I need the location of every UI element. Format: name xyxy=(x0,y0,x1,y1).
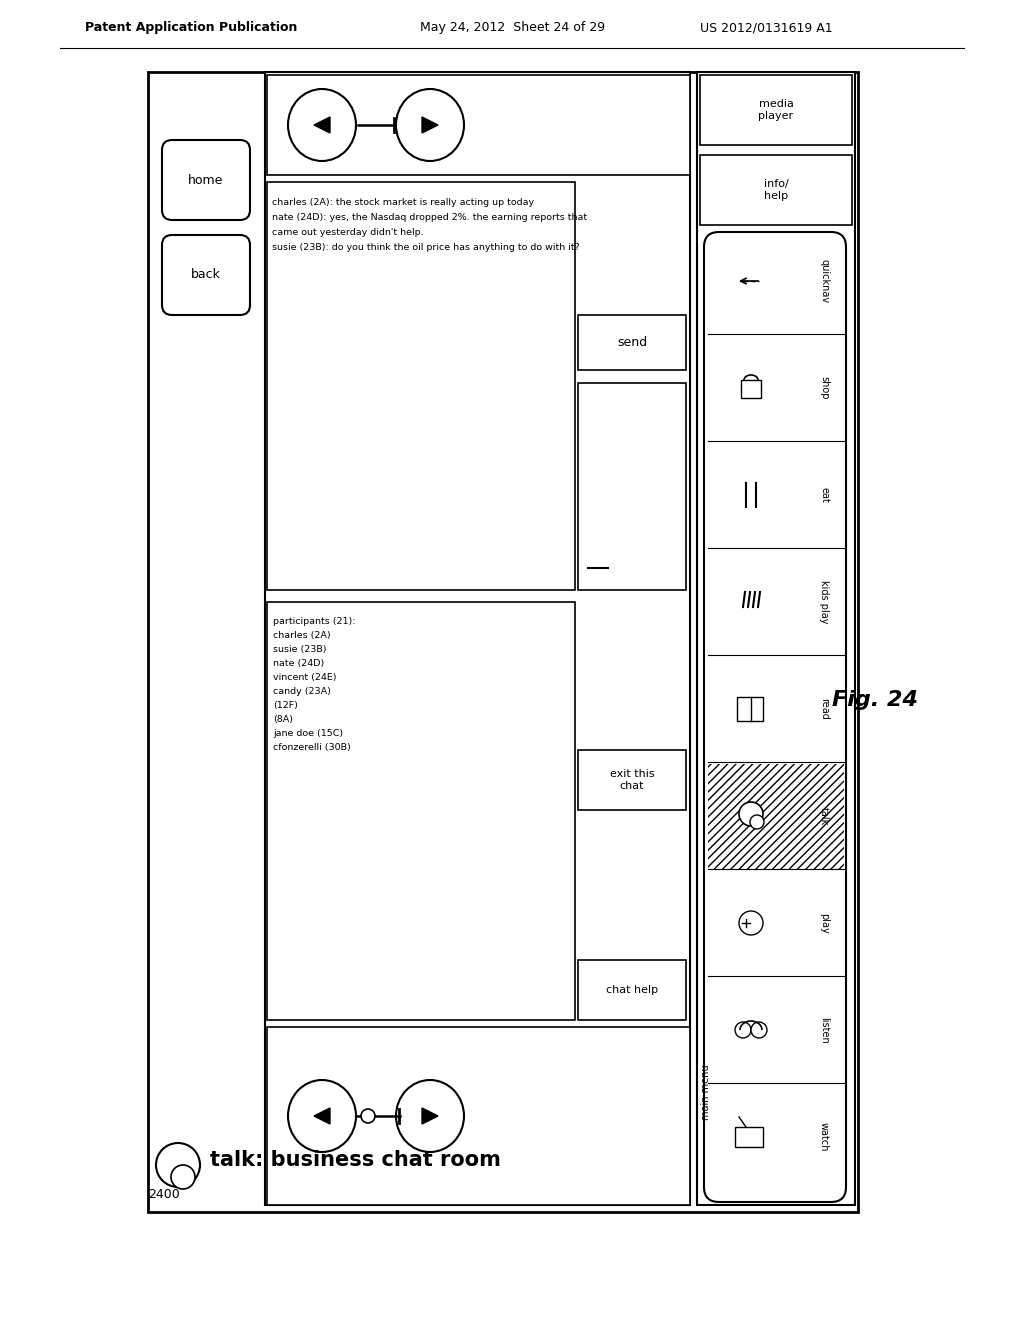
Text: nate (24D): nate (24D) xyxy=(273,659,325,668)
Bar xyxy=(267,182,575,590)
Circle shape xyxy=(735,1022,751,1038)
Text: came out yesterday didn't help.: came out yesterday didn't help. xyxy=(272,228,424,238)
Text: watch: watch xyxy=(819,1122,829,1152)
Text: susie (23B): susie (23B) xyxy=(273,645,327,653)
Bar xyxy=(578,750,686,810)
Bar xyxy=(737,697,763,721)
Polygon shape xyxy=(422,1107,438,1125)
Text: info/
help: info/ help xyxy=(764,180,788,201)
Text: candy (23A): candy (23A) xyxy=(273,686,331,696)
Text: participants (21):: participants (21): xyxy=(273,616,355,626)
Ellipse shape xyxy=(288,88,356,161)
Text: (12F): (12F) xyxy=(273,701,298,710)
Circle shape xyxy=(739,911,763,935)
Text: read: read xyxy=(819,698,829,719)
Text: shop: shop xyxy=(819,376,829,400)
Text: media
player: media player xyxy=(759,99,794,121)
Circle shape xyxy=(156,1143,200,1187)
Bar xyxy=(578,383,686,590)
Circle shape xyxy=(751,1022,767,1038)
Polygon shape xyxy=(422,117,438,133)
Text: play: play xyxy=(819,912,829,933)
Ellipse shape xyxy=(288,1080,356,1152)
Bar xyxy=(741,380,761,399)
Polygon shape xyxy=(314,1107,330,1125)
Text: cfonzerelli (30B): cfonzerelli (30B) xyxy=(273,743,351,752)
Text: susie (23B): do you think the oil price has anything to do with it?: susie (23B): do you think the oil price … xyxy=(272,243,580,252)
Bar xyxy=(267,602,575,1020)
Circle shape xyxy=(171,1166,195,1189)
Circle shape xyxy=(739,803,763,826)
Bar xyxy=(578,960,686,1020)
Text: May 24, 2012  Sheet 24 of 29: May 24, 2012 Sheet 24 of 29 xyxy=(420,21,605,34)
Text: kids play: kids play xyxy=(819,581,829,624)
Text: charles (2A): charles (2A) xyxy=(273,631,331,640)
Bar xyxy=(265,73,690,1205)
Text: back: back xyxy=(191,268,221,281)
Bar xyxy=(267,1027,690,1205)
Text: 2400: 2400 xyxy=(148,1188,180,1200)
Text: jane doe (15C): jane doe (15C) xyxy=(273,729,343,738)
Text: main menu: main menu xyxy=(701,1064,711,1119)
Text: vincent (24E): vincent (24E) xyxy=(273,673,337,682)
FancyBboxPatch shape xyxy=(162,140,250,220)
Text: (8A): (8A) xyxy=(273,715,293,723)
Bar xyxy=(700,75,852,145)
Text: nate (24D): yes, the Nasdaq dropped 2%. the earning reports that: nate (24D): yes, the Nasdaq dropped 2%. … xyxy=(272,213,587,222)
Bar xyxy=(267,75,690,176)
FancyBboxPatch shape xyxy=(162,235,250,315)
Text: chat help: chat help xyxy=(606,985,658,995)
Text: exit this
chat: exit this chat xyxy=(609,770,654,791)
Text: Patent Application Publication: Patent Application Publication xyxy=(85,21,297,34)
Text: talk: business chat room: talk: business chat room xyxy=(210,1150,501,1170)
Text: send: send xyxy=(616,337,647,350)
Text: quicknav: quicknav xyxy=(819,259,829,304)
Polygon shape xyxy=(314,117,330,133)
Text: US 2012/0131619 A1: US 2012/0131619 A1 xyxy=(700,21,833,34)
Ellipse shape xyxy=(396,1080,464,1152)
Circle shape xyxy=(750,814,764,829)
Bar xyxy=(700,154,852,224)
Text: home: home xyxy=(188,173,223,186)
FancyBboxPatch shape xyxy=(705,232,846,1203)
Text: charles (2A): the stock market is really acting up today: charles (2A): the stock market is really… xyxy=(272,198,535,207)
Text: listen: listen xyxy=(819,1016,829,1043)
Text: eat: eat xyxy=(819,487,829,503)
Text: Fig. 24: Fig. 24 xyxy=(831,690,918,710)
Circle shape xyxy=(361,1109,375,1123)
Bar xyxy=(148,73,858,1212)
Bar xyxy=(735,1127,763,1147)
Bar xyxy=(708,764,844,869)
Text: talk: talk xyxy=(819,807,829,825)
Bar xyxy=(578,315,686,370)
Ellipse shape xyxy=(396,88,464,161)
Bar xyxy=(697,73,855,1205)
